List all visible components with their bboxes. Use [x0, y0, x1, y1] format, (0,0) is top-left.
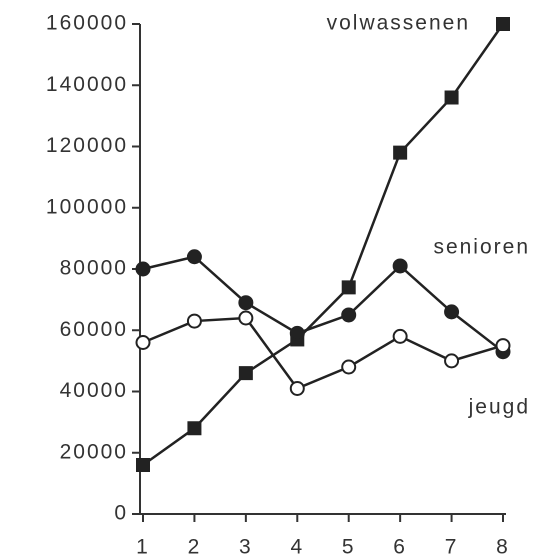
- square-marker: [496, 17, 510, 31]
- square-marker: [341, 280, 356, 295]
- circle-marker: [135, 335, 151, 350]
- series-line: [142, 23, 505, 467]
- circle-marker: [238, 310, 254, 326]
- circle-marker: [289, 325, 305, 341]
- circle-marker: [495, 338, 511, 354]
- series-label: senioren: [433, 236, 530, 259]
- square-marker: [187, 421, 202, 436]
- y-tick-label: 60000: [60, 318, 128, 341]
- series-label: volwassenen: [327, 12, 470, 35]
- circle-marker: [186, 313, 202, 329]
- x-tick-label: 3: [239, 536, 253, 559]
- y-tick-label: 100000: [46, 195, 128, 218]
- series-line: [142, 255, 504, 353]
- x-tick-label: 1: [136, 536, 150, 559]
- square-marker: [238, 366, 253, 381]
- x-tick-label: 4: [290, 536, 304, 559]
- square-marker: [444, 90, 459, 105]
- x-tick-label: 5: [342, 536, 356, 559]
- circle-marker: [341, 359, 357, 375]
- y-tick-label: 80000: [60, 257, 128, 280]
- x-tick-label: 6: [393, 536, 407, 559]
- y-tick-label: 140000: [46, 73, 128, 96]
- series-line: [142, 316, 504, 390]
- y-tick-label: 160000: [46, 12, 128, 35]
- circle-marker: [392, 258, 408, 274]
- circle-marker: [341, 307, 357, 323]
- circle-marker: [392, 328, 408, 344]
- y-tick-label: 0: [114, 502, 128, 525]
- square-marker: [136, 458, 150, 472]
- square-marker: [393, 145, 408, 160]
- y-tick-label: 120000: [46, 134, 128, 157]
- x-tick-label: 2: [188, 536, 202, 559]
- x-tick-label: 7: [445, 536, 459, 559]
- circle-marker: [444, 304, 460, 320]
- circle-marker: [444, 353, 460, 369]
- circle-marker: [238, 295, 254, 311]
- circle-marker: [289, 380, 305, 396]
- circle-marker: [135, 261, 151, 277]
- y-tick-label: 40000: [60, 379, 128, 402]
- y-tick-label: 20000: [60, 440, 128, 463]
- circle-marker: [186, 249, 202, 265]
- x-tick-label: 8: [496, 536, 510, 559]
- series-label: jeugd: [468, 396, 530, 419]
